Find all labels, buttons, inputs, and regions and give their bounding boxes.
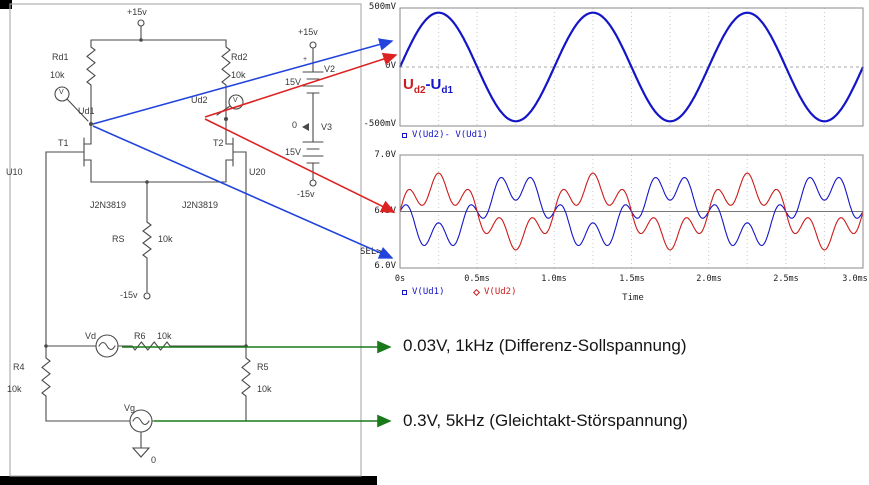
circuit-label: T2: [213, 138, 224, 148]
circuit-label: Rd1: [52, 52, 69, 62]
y-tick: 500mV: [368, 2, 396, 12]
circuit-label: Vg: [124, 403, 136, 413]
square-marker-icon: [402, 289, 407, 295]
circuit-label: Ud2: [191, 95, 208, 105]
x-axis-title: Time: [622, 293, 644, 303]
circuit-label: RS: [112, 234, 125, 244]
x-tick: 2.5ms: [773, 274, 799, 284]
y-tick: 6.0V: [374, 261, 396, 271]
circuit-label: -15v: [120, 290, 138, 300]
sel-label: SEL>>: [360, 247, 388, 257]
square-marker-icon: [402, 132, 407, 138]
circuit-label: R5: [257, 362, 269, 372]
x-tick: 2.0ms: [696, 274, 722, 284]
y-tick: 7.0V: [374, 150, 396, 160]
circuit-label: 15V: [285, 147, 302, 157]
ground-icon: [131, 447, 151, 458]
resistor-r5: [151, 345, 251, 422]
circuit-label: 0: [151, 455, 157, 465]
diff-legend-label: V(Ud2)- V(Ud1): [412, 130, 488, 140]
circuit-label: 15V: [285, 77, 302, 87]
output-legend-ud2: V(Ud2): [472, 287, 517, 297]
circuit-label: -15v: [297, 189, 315, 199]
voltage-probe-icon: [54, 86, 70, 102]
circuit-label: 10k: [158, 234, 173, 244]
bottom-black-bar: [0, 476, 377, 485]
circuit-label: V2: [324, 64, 336, 74]
circuit-label: 10k: [157, 331, 172, 341]
circuit-label: 0: [292, 120, 298, 130]
y-tick: -500mV: [363, 119, 396, 129]
circuit-label: V3: [321, 122, 333, 132]
circuit-label: V: [233, 97, 238, 104]
y-tick: 0V: [385, 61, 396, 71]
plot-output-voltages: 7.0V 6.5V 6.0V SEL>> 0s 0.5ms 1.0ms 1.5m…: [358, 146, 869, 306]
circuit-label: +15v: [127, 7, 147, 17]
x-tick: 0.5ms: [464, 274, 490, 284]
circuit-label: R4: [13, 362, 25, 372]
top-left-black-bar: [0, 0, 12, 9]
diff-legend: V(Ud2)- V(Ud1): [402, 130, 488, 140]
circuit-label: U10: [6, 167, 23, 177]
diff-waveform-chart: [399, 7, 864, 127]
jfet-t1: [45, 123, 92, 347]
diamond-marker-icon: [472, 288, 481, 296]
plot-differential-output: 500mV 0V -500mV V(Ud2)- V(Ud1): [358, 0, 869, 146]
output-waveform-chart: [399, 154, 864, 269]
vminus-terminal: [143, 292, 151, 300]
circuit-label: +: [303, 56, 308, 63]
y-tick: 6.5V: [374, 206, 396, 216]
ud1-legend-label: V(Ud1): [412, 287, 445, 297]
x-tick: 3.0ms: [842, 274, 868, 284]
circuit-label: Rd2: [231, 52, 248, 62]
circuit-labels: +15v Rd1 10k Rd2 10k V V Ud1 Ud2 T1 T2 U10 U20 J2N381…: [0, 0, 375, 485]
x-tick: 0s: [394, 274, 406, 284]
x-tick: 1.0ms: [541, 274, 567, 284]
vg-callout-text: 0.3V, 5kHz (Gleichtakt-Störspannung): [403, 411, 688, 430]
circuit-label: 10k: [257, 384, 272, 394]
circuit-label: V: [59, 89, 64, 96]
circuit-label: R6: [134, 331, 146, 341]
circuit-label: 10k: [231, 70, 246, 80]
circuit-label: 10k: [50, 70, 65, 80]
x-tick: 1.5ms: [619, 274, 645, 284]
circuit-label: Ud1: [78, 106, 95, 116]
circuit-label: +15v: [298, 27, 318, 37]
circuit-label: 10k: [7, 384, 22, 394]
circuit-label: T1: [58, 138, 69, 148]
ud2-legend-label: V(Ud2): [484, 287, 517, 297]
diff-voltage-label: Ud2-Ud1: [403, 76, 454, 96]
circuit-label: U20: [249, 167, 266, 177]
circuit-label: J2N3819: [90, 200, 127, 210]
circuit-label: Vd: [85, 331, 97, 341]
resistor-r4: [41, 345, 131, 422]
circuit-label: J2N3819: [182, 200, 219, 210]
output-legend-ud1: V(Ud1): [402, 287, 445, 297]
vd-callout-text: 0.03V, 1kHz (Differenz-Sollspannung): [403, 336, 687, 355]
